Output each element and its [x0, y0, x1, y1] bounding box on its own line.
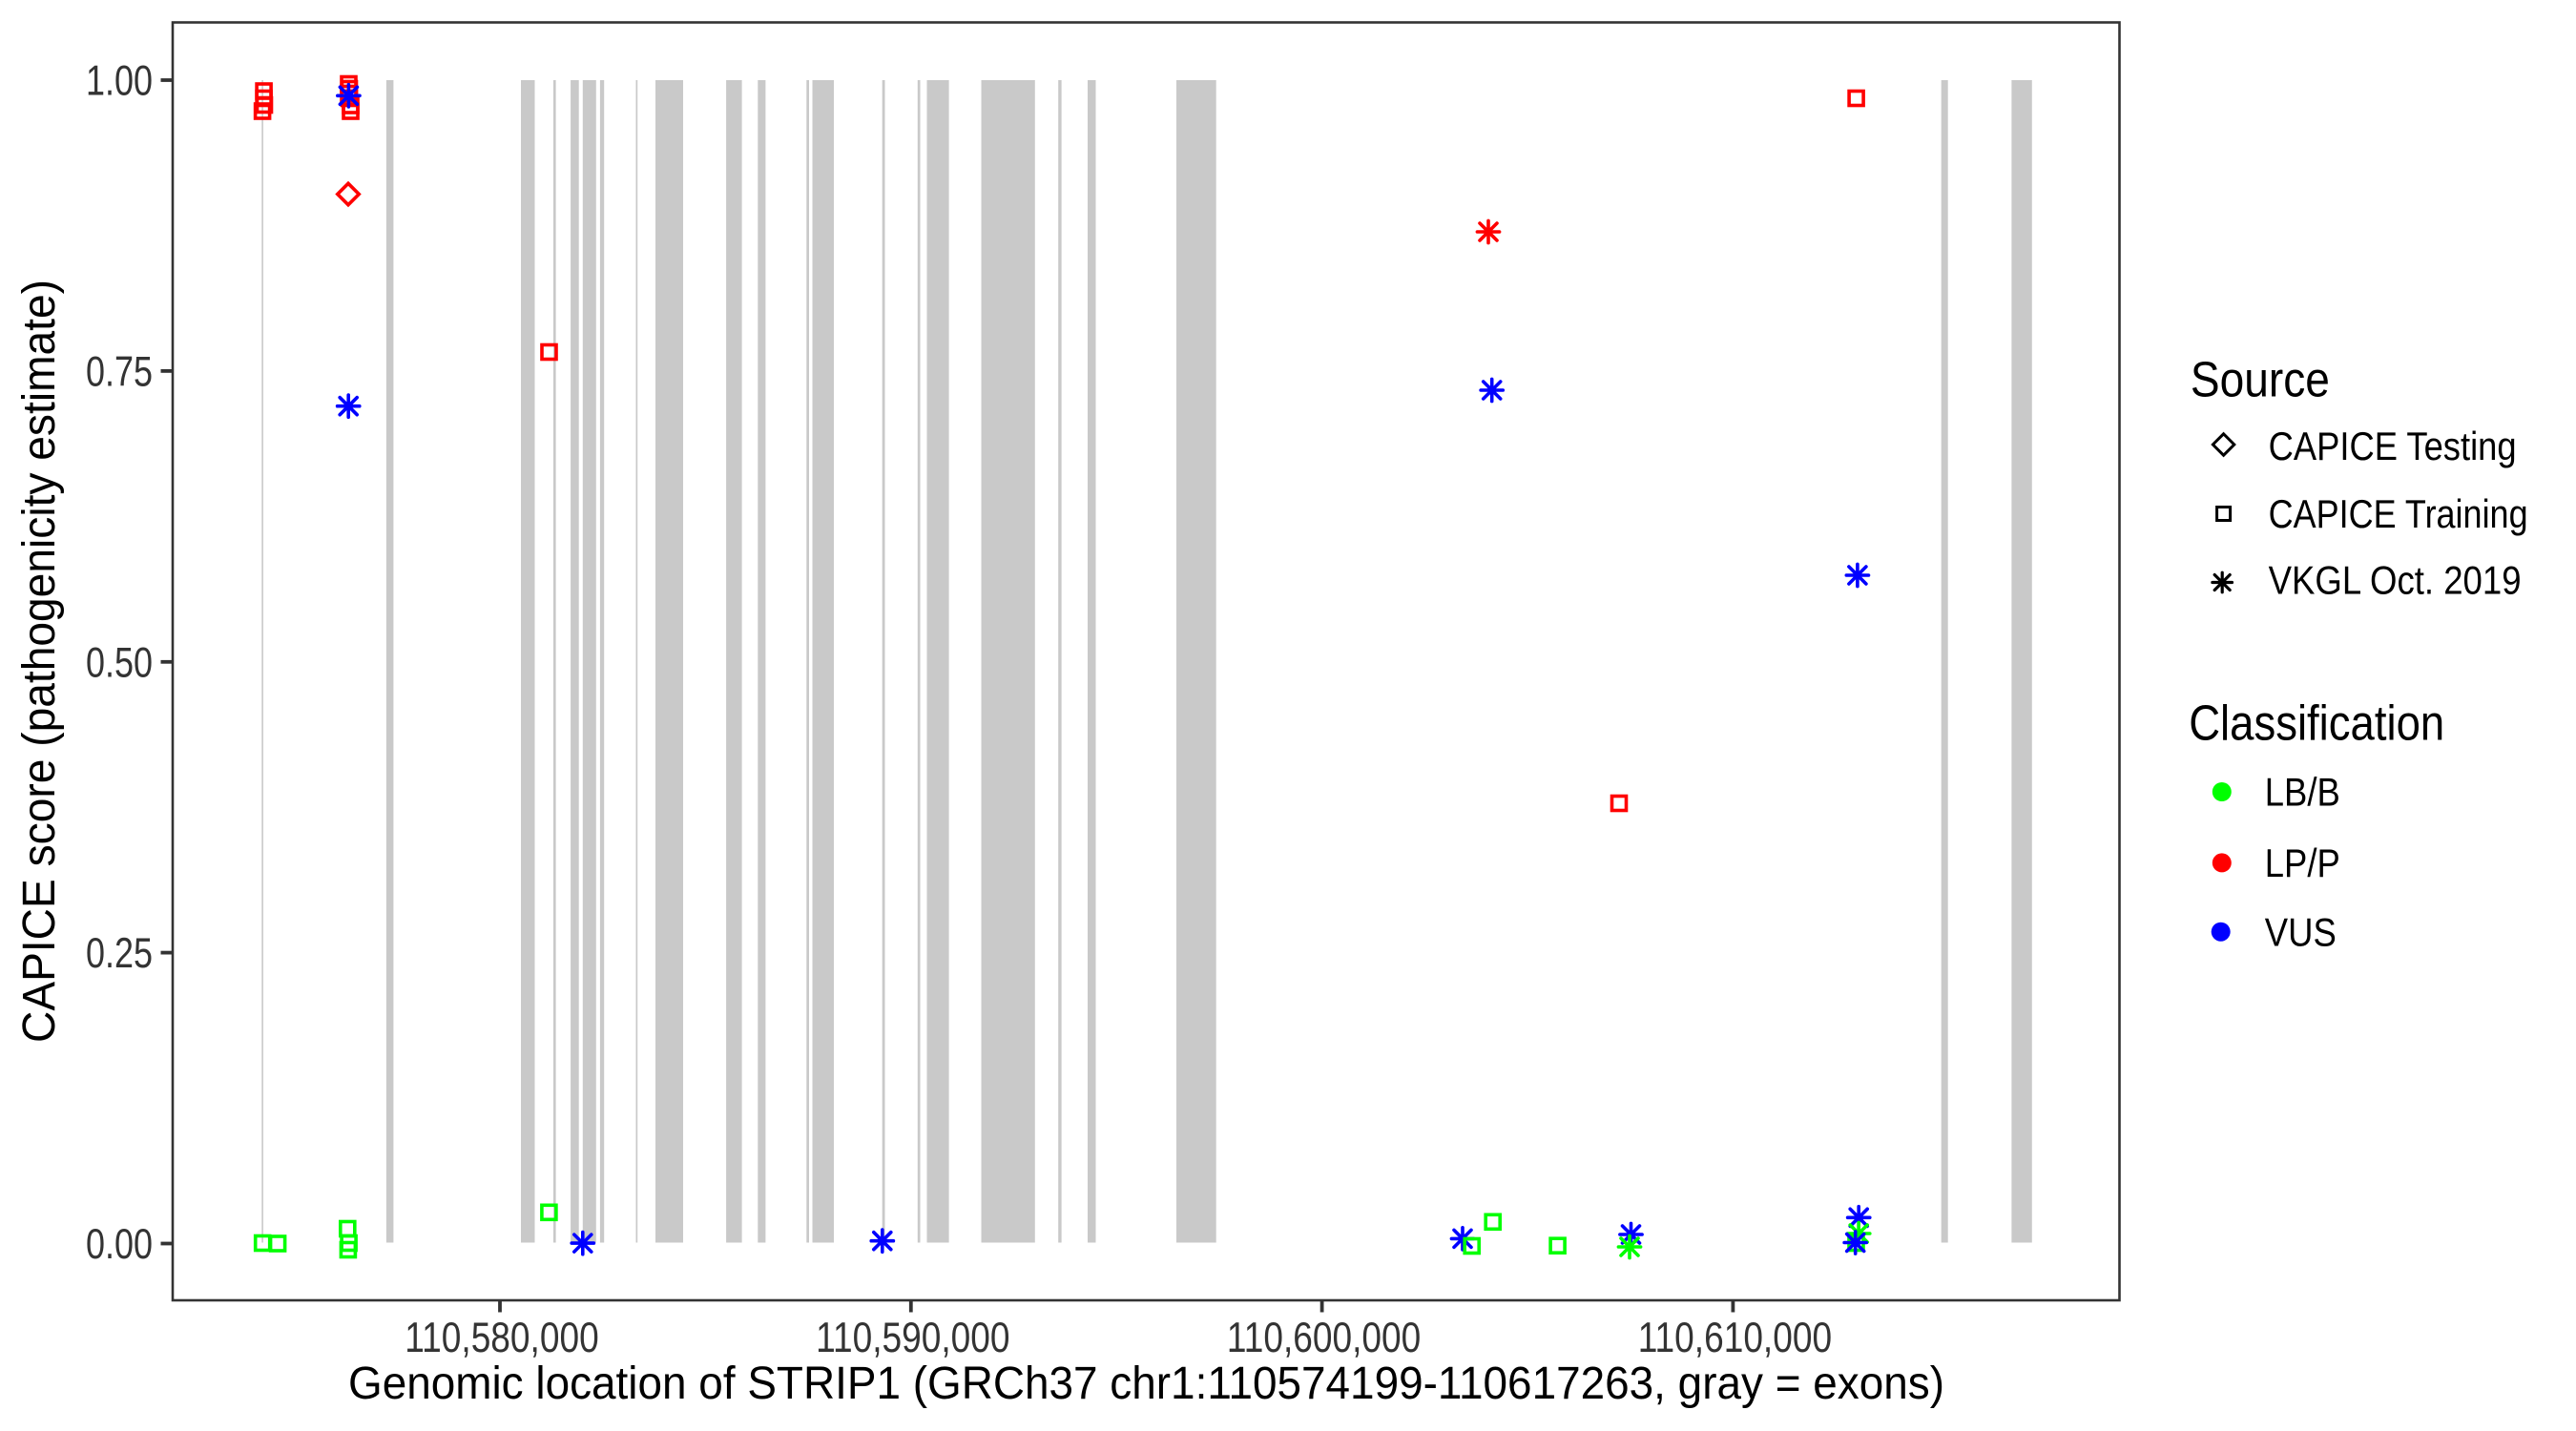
svg-text:Classification: Classification — [2189, 696, 2444, 752]
svg-text:0.25: 0.25 — [86, 930, 153, 977]
svg-text:110,590,000: 110,590,000 — [816, 1315, 1009, 1361]
svg-text:0.00: 0.00 — [86, 1221, 153, 1268]
svg-text:CAPICE Testing: CAPICE Testing — [2269, 424, 2517, 468]
svg-text:VKGL Oct. 2019: VKGL Oct. 2019 — [2269, 558, 2522, 603]
svg-text:Source: Source — [2191, 352, 2330, 407]
svg-text:Genomic location of STRIP1 (GR: Genomic location of STRIP1 (GRCh37 chr1:… — [348, 1358, 1944, 1409]
svg-text:VUS: VUS — [2265, 909, 2337, 954]
svg-text:CAPICE score (pathogenicity es: CAPICE score (pathogenicity estimate) — [14, 280, 65, 1043]
svg-text:110,600,000: 110,600,000 — [1227, 1315, 1421, 1361]
svg-text:0.75: 0.75 — [86, 348, 153, 395]
svg-text:CAPICE Training: CAPICE Training — [2269, 491, 2528, 536]
svg-text:LP/P: LP/P — [2265, 840, 2340, 885]
svg-text:110,580,000: 110,580,000 — [405, 1315, 598, 1361]
svg-text:110,610,000: 110,610,000 — [1638, 1315, 1832, 1361]
svg-text:LB/B: LB/B — [2265, 770, 2340, 815]
svg-text:0.50: 0.50 — [86, 639, 153, 686]
svg-text:1.00: 1.00 — [86, 58, 153, 105]
